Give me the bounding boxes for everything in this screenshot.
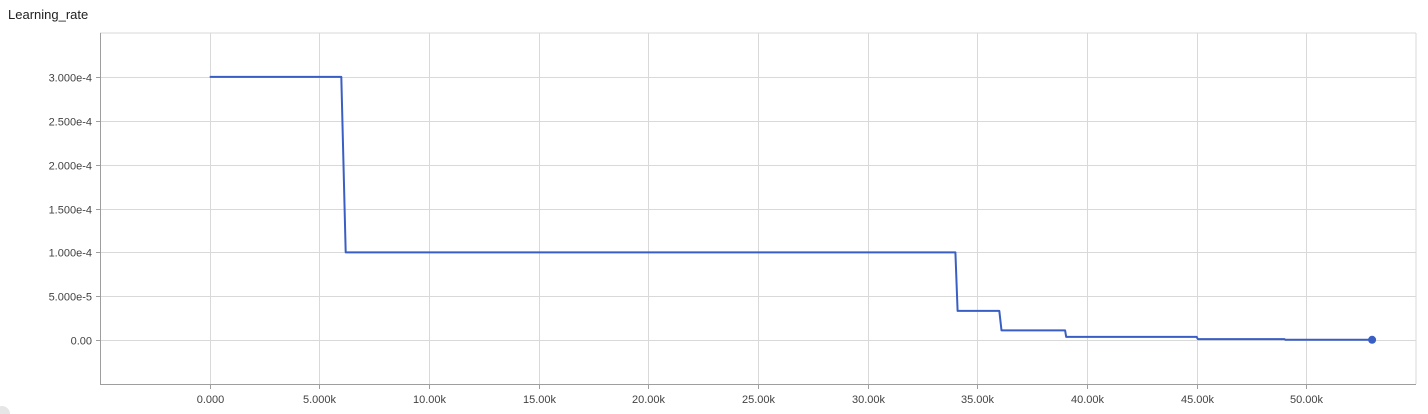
y-tick-label: 2.000e-4 xyxy=(49,161,92,173)
x-tick-label: 30.00k xyxy=(852,394,886,406)
x-tick-label: 5.000k xyxy=(303,394,337,406)
x-tick-label: 45.00k xyxy=(1181,394,1215,406)
x-tick-label: 50.00k xyxy=(1290,394,1324,406)
x-tick-label: 10.00k xyxy=(413,394,447,406)
y-tick-label: 5.000e-5 xyxy=(49,292,92,304)
y-tick-label: 3.000e-4 xyxy=(49,73,92,85)
y-tick-label: 2.500e-4 xyxy=(49,117,92,129)
x-tick-label: 40.00k xyxy=(1071,394,1105,406)
x-tick-label: 25.00k xyxy=(742,394,776,406)
y-tick-label: 0.00 xyxy=(71,336,92,348)
x-tick-label: 0.000 xyxy=(197,394,225,406)
series-line xyxy=(209,75,1373,341)
expand-icon[interactable] xyxy=(0,406,10,414)
series-last-point xyxy=(1368,335,1377,344)
y-tick-label: 1.000e-4 xyxy=(49,248,92,260)
x-tick-label: 20.00k xyxy=(632,394,666,406)
x-tick-label: 35.00k xyxy=(961,394,995,406)
chart-title: Learning_rate xyxy=(8,7,89,22)
y-tick-label: 1.500e-4 xyxy=(49,205,92,217)
x-tick-label: 15.00k xyxy=(523,394,557,406)
